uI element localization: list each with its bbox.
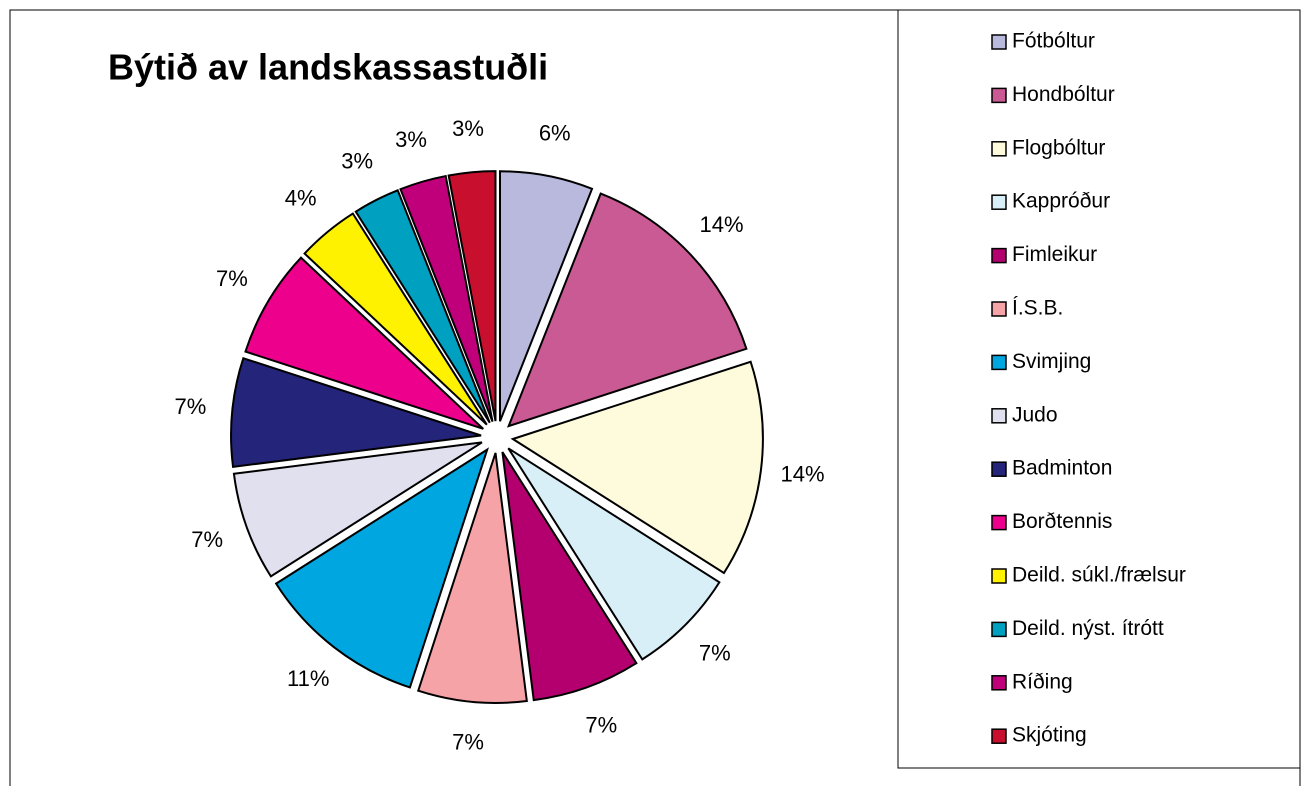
pie-slice (232, 441, 483, 578)
pie-slice (354, 189, 491, 424)
legend-label: Hondbóltur (1012, 83, 1115, 106)
legend-swatch (991, 87, 1007, 104)
data-label: 6% (539, 120, 571, 145)
legend-label: Kappróður (1012, 190, 1110, 213)
pie-slice (506, 192, 748, 428)
legend-label: Fimleikur (1012, 243, 1097, 266)
legend-swatch (991, 301, 1007, 317)
data-label: 7% (585, 713, 617, 738)
legend-box (897, 9, 1301, 769)
pie-slice (498, 170, 594, 422)
legend-swatch (991, 408, 1007, 424)
legend-swatch (991, 141, 1007, 157)
legend-label: Badminton (1012, 457, 1112, 480)
legend-label: Judo (1012, 403, 1058, 426)
pie-slice (303, 212, 488, 426)
data-label: 7% (699, 641, 731, 666)
legend-swatch (991, 461, 1007, 477)
legend-swatch (991, 194, 1007, 210)
legend-label: Ríðing (1012, 670, 1073, 693)
legend-label: Í.S.B. (1012, 297, 1063, 320)
data-label: 3% (452, 116, 484, 141)
legend-swatch (991, 728, 1007, 744)
pie-slice (274, 447, 490, 689)
data-label: 14% (781, 461, 825, 486)
pie-slice (510, 360, 764, 575)
legend-swatch (991, 621, 1007, 638)
legend-label: Deild. súkl./frælsur (1012, 564, 1186, 587)
legend-swatch (991, 354, 1007, 371)
pie-slice (416, 452, 528, 704)
data-label: 7% (191, 527, 223, 552)
legend-label: Fótbóltur (1012, 30, 1095, 53)
data-label: 7% (452, 729, 484, 754)
legend-swatch (991, 568, 1007, 584)
legend-swatch (991, 34, 1007, 50)
data-label: 3% (341, 148, 373, 173)
legend-label: Deild. nýst. ítrótt (1012, 617, 1164, 640)
pie-slice (244, 256, 484, 430)
data-label: 11% (287, 666, 329, 691)
pie-slice (447, 170, 497, 422)
pie-slice (507, 447, 721, 661)
pie-slice (230, 356, 482, 468)
pie-slice (501, 451, 638, 702)
chart-title: Býtið av landskassastuðli (108, 47, 548, 88)
pie-slice (399, 174, 494, 423)
data-label: 7% (216, 266, 248, 291)
legend-label: Flogbóltur (1012, 136, 1105, 159)
legend-swatch (991, 514, 1007, 531)
data-label: 4% (285, 185, 317, 210)
data-label: 3% (395, 127, 427, 152)
legend-swatch (991, 675, 1007, 691)
legend-label: Skjóting (1012, 724, 1087, 747)
legend-label: Borðtennis (1012, 510, 1112, 533)
data-label: 14% (699, 212, 743, 237)
legend-swatch (991, 247, 1007, 264)
data-label: 7% (174, 394, 206, 419)
legend-label: Svimjing (1012, 350, 1091, 373)
